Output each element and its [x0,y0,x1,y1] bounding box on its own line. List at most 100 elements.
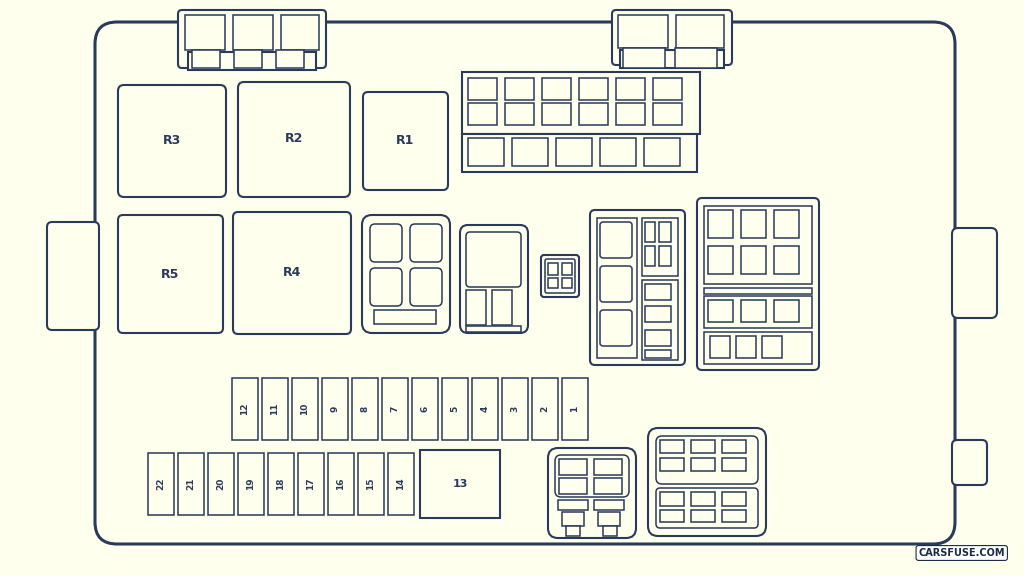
Text: 20: 20 [216,478,225,490]
Bar [208,453,234,515]
Bar [691,510,715,522]
Bar [558,500,588,510]
Bar [653,78,682,100]
Bar [542,103,571,125]
FancyBboxPatch shape [233,212,351,334]
Bar [559,459,587,475]
Bar [705,296,812,328]
Bar [708,300,733,322]
Bar [559,478,587,494]
Bar [659,222,671,242]
Bar [178,453,204,515]
Text: 3: 3 [511,406,519,412]
Text: 1: 1 [570,406,580,412]
Bar [262,378,288,440]
Bar [234,50,262,68]
Bar [374,310,436,324]
Bar [232,378,258,440]
Text: 17: 17 [306,478,315,490]
Bar [645,330,671,346]
Bar [660,510,684,522]
Bar [659,246,671,266]
FancyBboxPatch shape [656,488,758,528]
Bar [741,300,766,322]
Bar [722,510,746,522]
Bar [412,378,438,440]
FancyBboxPatch shape [648,428,766,536]
Text: R3: R3 [163,135,181,147]
Bar [710,336,730,358]
Bar [268,453,294,515]
Bar [691,440,715,453]
Bar [322,378,348,440]
Text: 13: 13 [453,479,468,489]
Bar [722,492,746,506]
Bar [603,526,617,536]
FancyBboxPatch shape [362,215,450,333]
Bar [705,332,812,364]
Bar [462,134,697,172]
Bar [328,453,354,515]
FancyBboxPatch shape [656,436,758,484]
Text: CARSFUSE.COM: CARSFUSE.COM [919,548,1005,558]
Bar [238,453,264,515]
Bar [722,458,746,471]
Bar [597,218,637,358]
Bar [562,278,572,288]
FancyBboxPatch shape [600,266,632,302]
FancyBboxPatch shape [590,210,685,365]
Bar [594,459,622,475]
Bar [468,138,504,166]
Bar [645,306,671,322]
Bar [292,378,318,440]
Bar [618,15,668,48]
Bar [722,440,746,453]
Bar [420,450,500,518]
Bar [466,290,486,325]
FancyBboxPatch shape [362,92,449,190]
Bar [358,453,384,515]
Bar [188,52,316,70]
FancyBboxPatch shape [952,440,987,485]
Bar [276,50,304,68]
Text: 19: 19 [247,478,256,490]
Bar [645,222,655,242]
Bar [462,72,700,134]
Bar [185,15,225,50]
Bar [193,50,220,68]
Text: R1: R1 [396,135,414,147]
FancyBboxPatch shape [95,22,955,544]
Bar [660,458,684,471]
Bar [675,48,717,68]
Bar [645,350,671,358]
FancyBboxPatch shape [410,224,442,262]
Bar [691,458,715,471]
Bar [705,206,812,284]
Text: 12: 12 [241,403,250,415]
Bar [532,378,558,440]
Text: 16: 16 [337,478,345,490]
Bar [616,78,645,100]
Text: 9: 9 [331,406,340,412]
Bar [466,326,521,332]
Bar [774,210,799,238]
FancyBboxPatch shape [600,222,632,258]
Bar [548,263,558,275]
Text: R2: R2 [285,132,303,146]
FancyBboxPatch shape [118,215,223,333]
FancyBboxPatch shape [238,82,350,197]
Text: 21: 21 [186,478,196,490]
Text: 8: 8 [360,406,370,412]
Bar [505,103,534,125]
Text: 11: 11 [270,403,280,415]
Bar [233,15,273,50]
FancyBboxPatch shape [545,259,575,293]
Bar [623,48,665,68]
FancyBboxPatch shape [370,268,402,306]
Bar [562,378,588,440]
Bar [644,138,680,166]
Bar [600,138,636,166]
Bar [645,246,655,266]
Text: 22: 22 [157,478,166,490]
Bar [556,138,592,166]
